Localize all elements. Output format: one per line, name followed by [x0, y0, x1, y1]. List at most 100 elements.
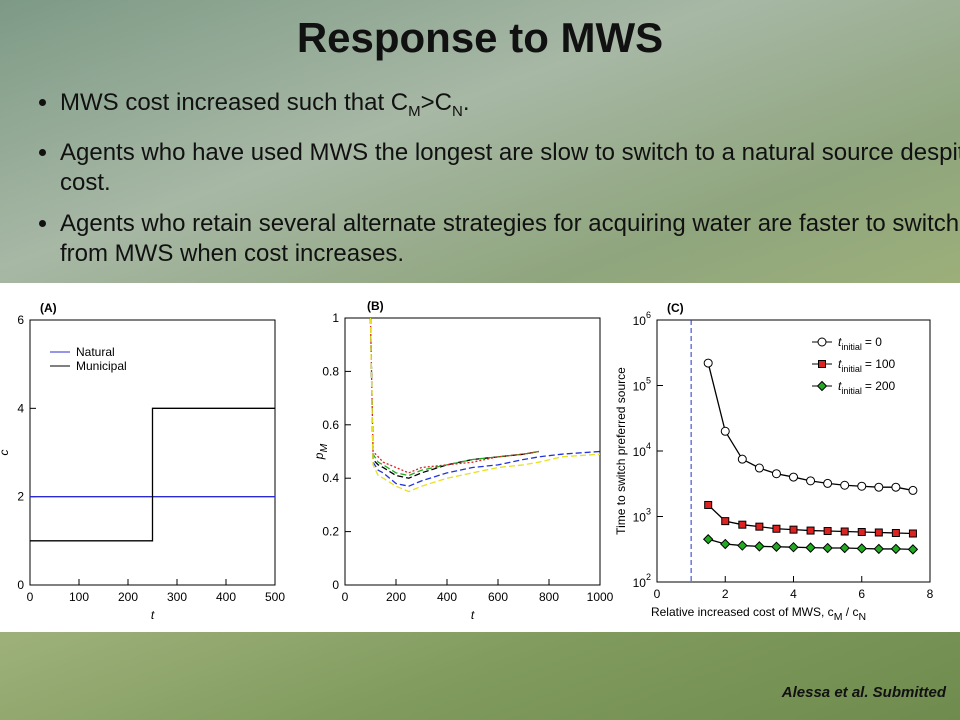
tick-base: 10 [633, 511, 647, 525]
marker [754, 463, 764, 473]
subscript: initial [841, 364, 862, 374]
marker [840, 480, 850, 490]
series-line [30, 407, 275, 542]
legend-var: t [838, 379, 842, 393]
marker [755, 522, 764, 531]
marker [702, 534, 714, 545]
marker [737, 540, 748, 551]
x-tick-label: 300 [167, 590, 187, 604]
tick-exponent: 2 [646, 572, 651, 582]
y-axis-label: c [0, 450, 11, 456]
x-tick-label: 500 [265, 590, 285, 604]
y-axis-label: Time to switch preferred source [614, 367, 628, 535]
x-axis-label: t [471, 608, 475, 622]
bullet-text: Agents who have used MWS the longest are… [60, 138, 960, 196]
legend-marker [817, 337, 827, 347]
marker [891, 482, 901, 492]
x-tick-label: 400 [437, 590, 457, 604]
marker [703, 358, 713, 368]
x-tick-label: 1000 [587, 590, 614, 604]
panel-label: (C) [667, 301, 684, 315]
y-axis-label: pM [312, 444, 330, 461]
y-tick-label: 6 [17, 313, 24, 327]
y-tick-label: 102 [633, 572, 651, 590]
subscript: M [834, 611, 843, 623]
y-tick-label: 103 [633, 507, 651, 525]
tick-exponent: 5 [646, 376, 651, 386]
tick-base: 10 [633, 380, 647, 394]
marker [857, 527, 866, 536]
marker [839, 542, 850, 554]
x-tick-label: 200 [386, 590, 406, 604]
y-tick-label: 0 [17, 578, 24, 592]
legend-label: Municipal [76, 359, 127, 373]
legend-label: tinitial = 100 [838, 357, 896, 374]
x-tick-label: 800 [539, 590, 559, 604]
y-tick-label: 0.8 [322, 364, 339, 378]
series-line [369, 317, 539, 477]
legend-marker [818, 360, 826, 368]
series-line [369, 317, 601, 493]
tick-exponent: 3 [646, 507, 651, 517]
x-tick-label: 0 [342, 590, 349, 604]
x-tick-label: 400 [216, 590, 236, 604]
bullet: MWS cost increased such that CM>CN. [60, 88, 960, 127]
marker [720, 426, 730, 436]
tick-base: 10 [633, 576, 647, 590]
marker [891, 528, 900, 537]
x-tick-label: 8 [927, 587, 934, 601]
y-tick-label: 2 [17, 490, 24, 504]
bullet-text: >C [420, 89, 452, 116]
y-tick-label: 105 [633, 376, 651, 394]
y-tick-label: 1 [332, 311, 339, 325]
y-tick-label: 0.6 [322, 418, 339, 432]
marker [856, 543, 867, 554]
tick-exponent: 6 [646, 310, 651, 320]
marker [908, 529, 917, 538]
y-tick-label: 4 [17, 401, 24, 415]
bullet-text: . [462, 89, 470, 116]
bullet-text: Agents who retain several alternate stra… [60, 209, 960, 267]
bullet: Agents who have used MWS the longest are… [60, 138, 960, 198]
marker [908, 485, 918, 495]
citation: Alessa et al. Submitted [781, 684, 946, 701]
marker [907, 544, 919, 555]
legend-eq: = 100 [865, 357, 896, 371]
marker [788, 541, 799, 553]
legend-label: tinitial = 200 [838, 379, 896, 396]
panel-label: (B) [367, 299, 384, 313]
marker [873, 543, 885, 555]
x-tick-label: 0 [654, 587, 661, 601]
series-line [369, 317, 601, 487]
x-axis-label: Relative increased cost of MWS, cM / cN [651, 605, 866, 623]
y-tick-label: 104 [633, 441, 651, 459]
subscript: N [858, 611, 866, 623]
bullet-list: MWS cost increased such that CM>CN. Agent… [28, 88, 960, 280]
marker [720, 538, 731, 550]
subscript: initial [841, 342, 862, 352]
marker [771, 469, 781, 479]
bullet: Agents who retain several alternate stra… [60, 209, 960, 269]
legend-label: tinitial = 0 [838, 335, 882, 352]
marker [789, 525, 798, 534]
marker [772, 524, 781, 533]
legend-eq: = 0 [865, 335, 882, 349]
marker [857, 481, 867, 491]
marker [840, 527, 849, 536]
slide-title: Response to MWS [296, 14, 664, 61]
marker [805, 542, 816, 553]
tick-exponent: 4 [646, 441, 651, 451]
label-part: / c [842, 605, 858, 619]
subscript: M [318, 444, 330, 453]
plot-frame [29, 319, 276, 586]
chart-band [0, 283, 960, 632]
subscript: N [452, 102, 463, 120]
x-tick-label: 200 [118, 590, 138, 604]
marker [874, 482, 884, 492]
marker [789, 472, 798, 482]
bullet-text: MWS cost increased such that C [60, 89, 409, 116]
plot-frame [344, 317, 601, 586]
marker [823, 527, 832, 536]
legend-marker [816, 380, 828, 392]
